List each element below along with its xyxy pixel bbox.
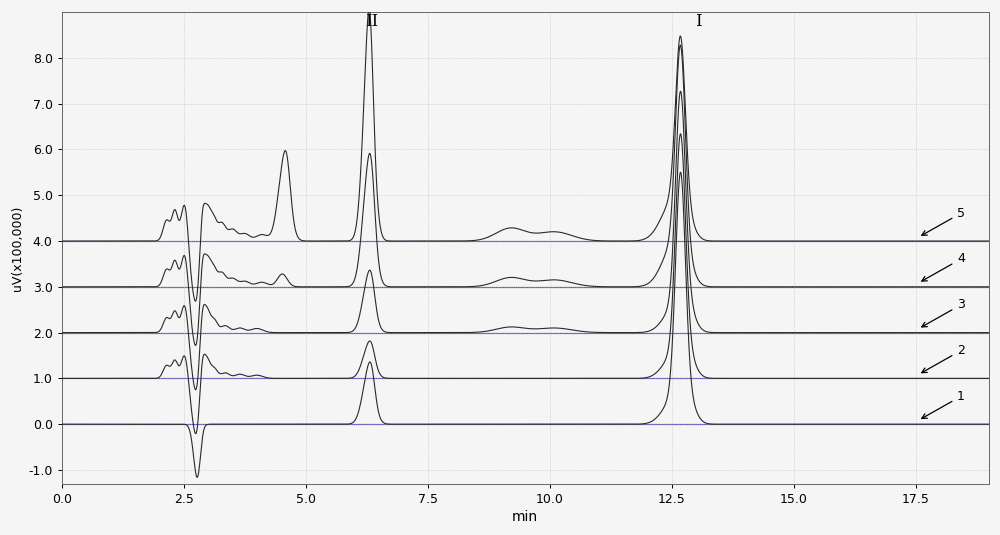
Text: I: I: [695, 13, 702, 30]
X-axis label: min: min: [512, 510, 538, 524]
Text: 1: 1: [922, 389, 965, 418]
Text: 5: 5: [922, 207, 965, 235]
Text: 4: 4: [922, 253, 965, 281]
Text: 3: 3: [922, 298, 965, 327]
Text: II: II: [365, 13, 378, 30]
Y-axis label: uV(x100,000): uV(x100,000): [11, 205, 24, 291]
Text: 2: 2: [922, 344, 965, 373]
